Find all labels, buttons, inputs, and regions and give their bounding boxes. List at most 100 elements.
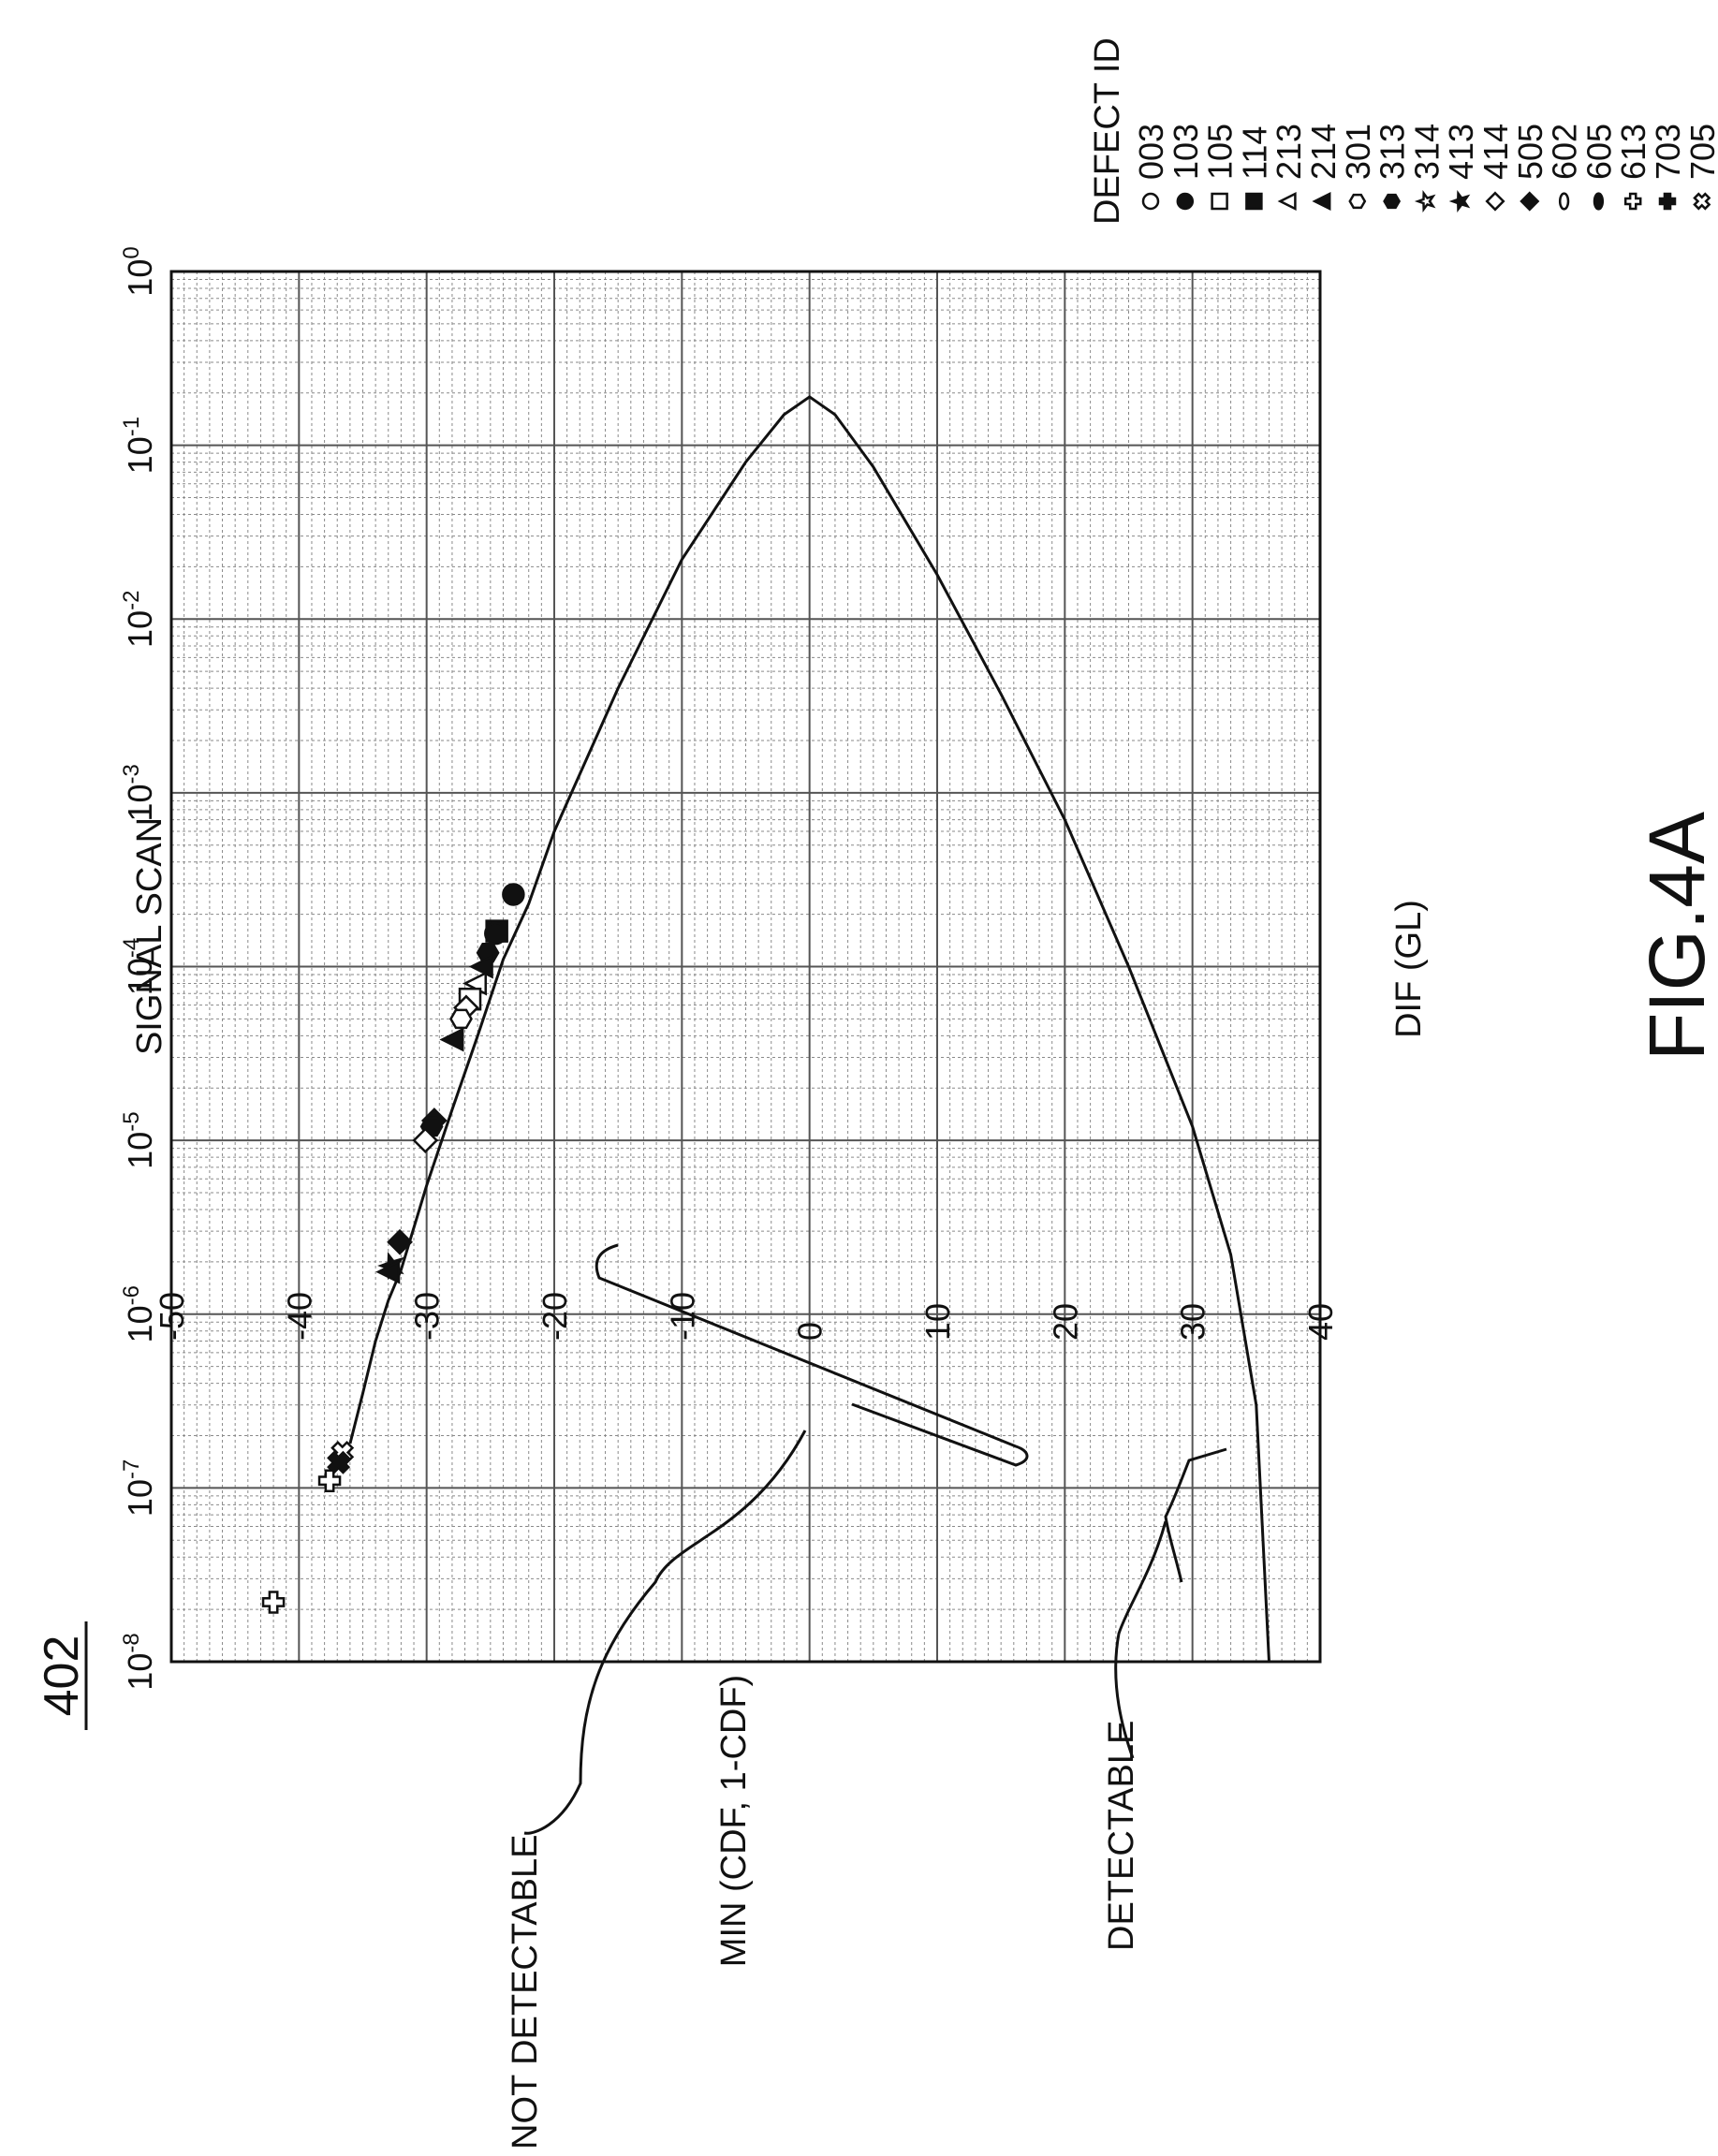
not-detectable-leader (523, 1430, 807, 1835)
x-tick-label: -40 (280, 1292, 318, 1341)
legend-marker-circle-open (1141, 192, 1160, 211)
legend-entry: 313 (1373, 124, 1412, 210)
data-point-hexagon-open (449, 1008, 473, 1030)
y-tick-label: 10-5 (119, 1111, 159, 1168)
detectable-bracket (1164, 1447, 1227, 1583)
legend-label: 114 (1235, 126, 1273, 180)
legend-marker-star-filled (1448, 190, 1471, 213)
legend-label: 414 (1476, 124, 1515, 180)
y-tick-base: 10 (121, 958, 159, 995)
y-tick-label: 10-7 (119, 1459, 159, 1517)
y-tick-exponent: 0 (119, 246, 144, 258)
plot-frame (169, 270, 1322, 1664)
x-tick-label: -20 (536, 1292, 574, 1341)
legend-entry: 605 (1579, 124, 1618, 211)
data-point-triangle-up-filled (468, 954, 493, 979)
legend-label: 703 (1649, 124, 1687, 180)
y-tick-exponent: -5 (119, 1111, 144, 1131)
legend-entry: 413 (1442, 124, 1480, 213)
y-tick-label: 10-8 (119, 1633, 159, 1690)
legend-label: 413 (1442, 124, 1480, 180)
legend-label: 613 (1614, 124, 1652, 180)
y-tick-label: 100 (119, 246, 159, 296)
legend-entry: 114 (1235, 126, 1273, 211)
detectable-label: DETECTABLE (1102, 1721, 1141, 1951)
x-tick-label: 30 (1174, 1303, 1212, 1341)
y-axis-label: MIN (CDF, 1-CDF) (714, 1675, 754, 1967)
legend-label: 003 (1132, 124, 1170, 180)
x-tick-labels: -50 -40 -30 -20 -10 0 10 20 30 40 (153, 1292, 1340, 1341)
legend-marker-hexagon-filled (1383, 193, 1402, 210)
y-tick-label: 10-6 (119, 1285, 159, 1342)
y-tick-label: 10-4 (119, 938, 159, 995)
legend: 0031031051142132143013133144134145056026… (1132, 124, 1718, 213)
y-tick-exponent: -8 (119, 1633, 144, 1652)
legend-marker-ellipse-filled (1593, 192, 1605, 211)
y-tick-exponent: -6 (119, 1285, 144, 1305)
data-point-circle-filled (484, 921, 507, 946)
legend-label: 301 (1339, 124, 1377, 180)
legend-entry: 003 (1132, 124, 1170, 211)
data-point-triangle-up-filled (439, 1027, 464, 1052)
not-detectable-bracket (595, 1243, 1029, 1467)
legend-marker-star-open (1414, 190, 1436, 213)
legend-entry: 705 (1683, 124, 1718, 211)
legend-marker-plus-open (1623, 192, 1642, 211)
legend-entry: 602 (1546, 124, 1584, 211)
legend-label: 213 (1270, 124, 1308, 180)
y-tick-exponent: -3 (119, 764, 144, 784)
legend-entry: 105 (1201, 124, 1240, 211)
data-point-diamond-filled (387, 1228, 413, 1255)
legend-label: 105 (1201, 124, 1240, 180)
legend-marker-square-open (1211, 192, 1228, 211)
y-tick-base: 10 (121, 1305, 159, 1342)
y-tick-label: 10-3 (119, 764, 159, 821)
legend-entry: 213 (1270, 124, 1308, 212)
y-tick-base: 10 (121, 610, 159, 648)
y-tick-base: 10 (121, 1479, 159, 1517)
defect-data-points (261, 883, 525, 1614)
y-tick-base: 10 (121, 785, 159, 822)
y-tick-exponent: -1 (119, 417, 144, 436)
legend-entry: 414 (1476, 124, 1515, 212)
x-tick-label: 20 (1046, 1303, 1084, 1341)
legend-label: 314 (1407, 124, 1446, 180)
legend-entry: 505 (1511, 124, 1549, 212)
legend-label: 602 (1546, 124, 1584, 180)
y-tick-label: 10-1 (119, 417, 159, 474)
data-point-diamond-open (412, 1127, 439, 1153)
legend-entry: 703 (1649, 124, 1687, 211)
legend-entry: 613 (1614, 124, 1652, 211)
legend-marker-diamond-filled (1520, 191, 1540, 212)
legend-label: 605 (1579, 124, 1618, 180)
x-tick-label: 10 (918, 1303, 957, 1341)
y-tick-base: 10 (121, 1653, 159, 1691)
legend-label: 705 (1683, 124, 1718, 180)
legend-marker-circle-filled (1176, 192, 1195, 211)
y-tick-label: 10-2 (119, 591, 159, 648)
legend-marker-diamond-open (1485, 191, 1505, 212)
legend-marker-square-filled (1245, 192, 1263, 211)
cdf-curve-line (348, 395, 1270, 1663)
y-tick-base: 10 (121, 259, 159, 297)
legend-title: DEFECT ID (1088, 37, 1127, 225)
y-tick-exponent: -4 (119, 938, 144, 958)
legend-marker-triangle-up-open (1277, 191, 1297, 212)
legend-entry: 103 (1167, 124, 1205, 211)
data-point-plus-open (317, 1469, 342, 1492)
not-detectable-label: NOT DETECTABLE (506, 1835, 545, 2149)
figure-reference-number: 402 (35, 1635, 89, 1717)
y-tick-exponent: -2 (119, 591, 144, 610)
legend-entry: 301 (1339, 124, 1377, 210)
chart-title: SIGNAL SCAN (130, 817, 169, 1055)
data-point-circle-filled (502, 883, 525, 906)
data-point-plus-open (261, 1591, 286, 1614)
legend-marker-plus-filled (1658, 192, 1677, 211)
x-axis-label: DIF (GL) (1389, 900, 1429, 1038)
data-point-triangle-up-filled (375, 1259, 401, 1284)
legend-label: 313 (1373, 124, 1412, 180)
x-tick-label: 0 (791, 1322, 830, 1341)
legend-marker-hexagon-open (1348, 193, 1367, 210)
